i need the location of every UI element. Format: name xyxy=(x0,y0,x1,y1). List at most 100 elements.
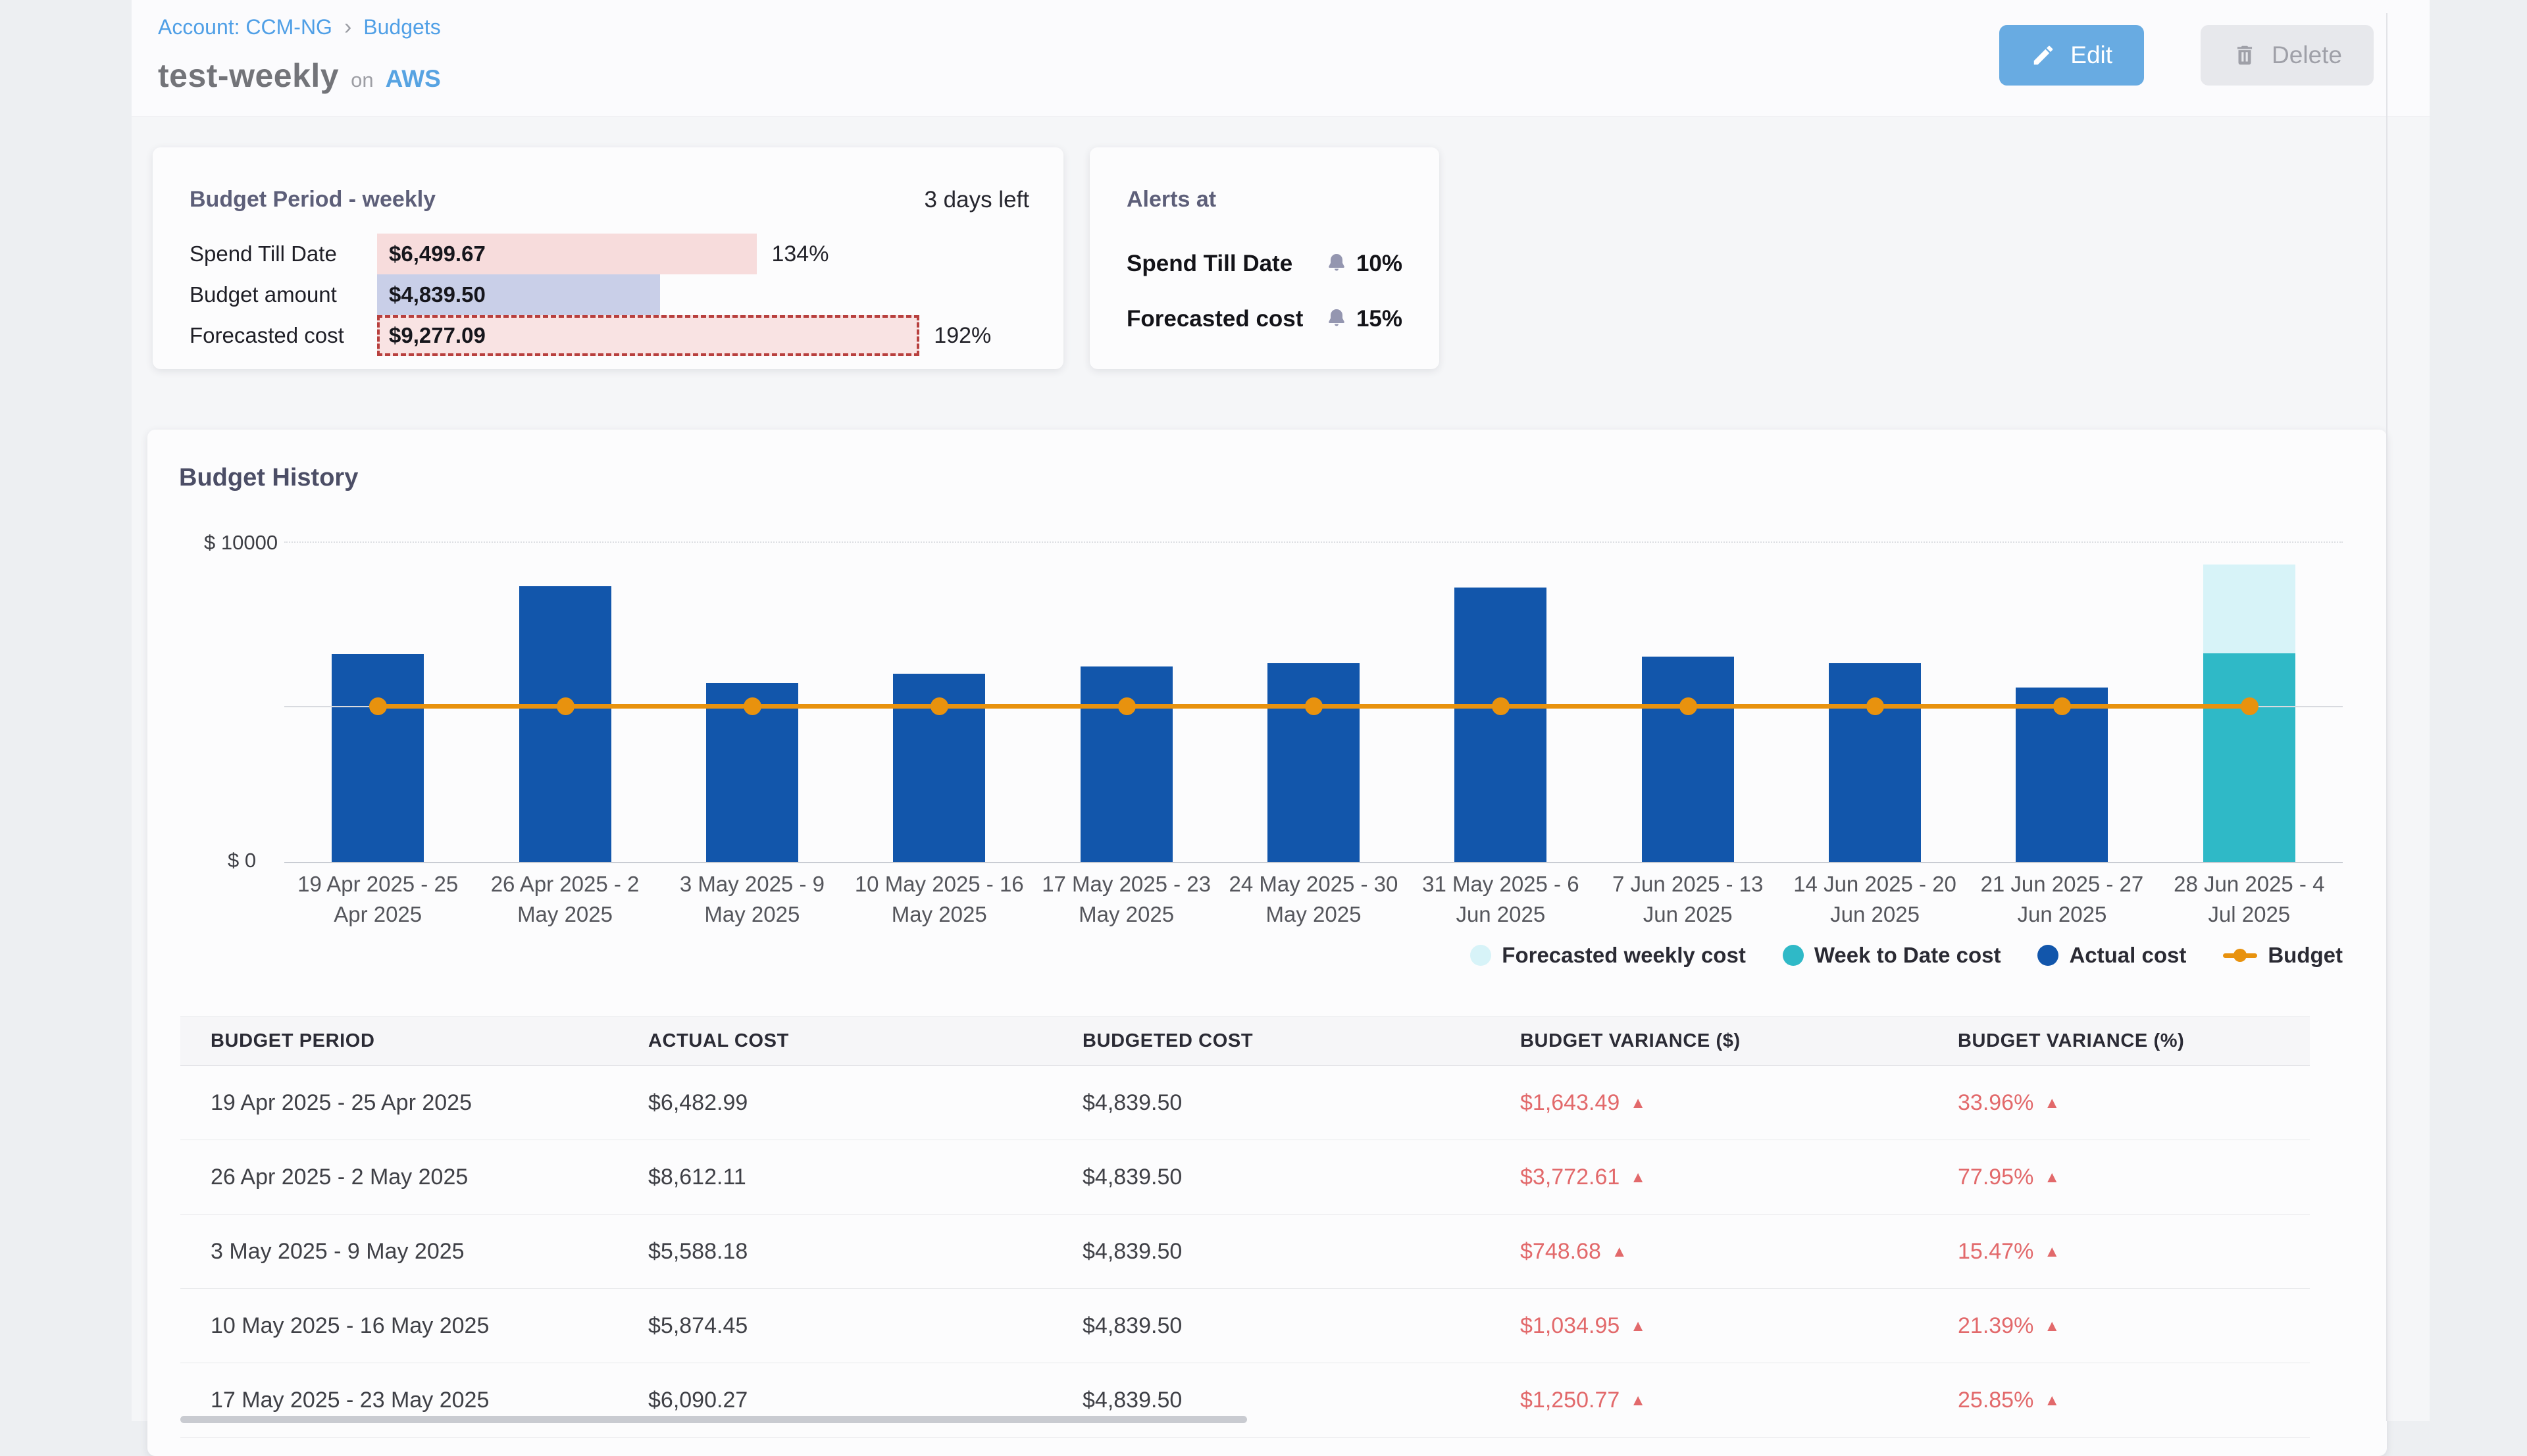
cell-variance-pct: 77.95% ▲ xyxy=(1958,1164,2060,1190)
breadcrumb-budgets-link[interactable]: Budgets xyxy=(363,15,441,39)
budget-point-4[interactable] xyxy=(1117,697,1136,716)
legend-item-budget[interactable]: Budget xyxy=(2223,943,2343,968)
budget-point-0[interactable] xyxy=(369,697,388,716)
x-axis-label-3: 10 May 2025 - 16 May 2025 xyxy=(854,872,1024,927)
cell-actual-cost: $5,588.18 xyxy=(648,1238,748,1264)
table-row-1[interactable]: 26 Apr 2025 - 2 May 2025 $8,612.11 $4,839.… xyxy=(180,1140,2310,1215)
variance-up-arrow-icon: ▲ xyxy=(1630,1317,1646,1335)
forecasted-weekly-bar-10[interactable] xyxy=(2203,565,2295,654)
edit-button[interactable]: Edit xyxy=(1999,25,2145,86)
content-right-divider xyxy=(2386,13,2387,1421)
mini-row-percent: 134% xyxy=(771,241,829,266)
mini-row-percent: 192% xyxy=(934,322,992,348)
actual-cost-bar-6[interactable] xyxy=(1454,588,1547,862)
content-area: Account: CCM-NG › Budgets test-weekly on… xyxy=(132,0,2430,1456)
cell-variance-usd: $1,250.77 ▲ xyxy=(1520,1387,1646,1413)
mini-row-bar: $6,499.67 xyxy=(377,234,757,274)
breadcrumb-account-link[interactable]: Account: CCM-NG xyxy=(158,15,332,39)
cell-variance-usd: $1,643.49 ▲ xyxy=(1520,1090,1646,1115)
budget-history-card: Budget History $ 10000 $ 0 19 Apr 2025 -… xyxy=(147,430,2387,1456)
variance-up-arrow-icon: ▲ xyxy=(2044,1168,2060,1186)
budget-point-9[interactable] xyxy=(2053,697,2072,716)
x-axis-label-0: 19 Apr 2025 - 25 Apr 2025 xyxy=(297,872,459,927)
mini-row-label: Budget amount xyxy=(190,282,337,307)
actual-cost-bar-9[interactable] xyxy=(2016,687,2108,862)
budget-point-7[interactable] xyxy=(1679,697,1697,716)
budget-point-6[interactable] xyxy=(1492,697,1510,716)
budget-period-card-title: Budget Period - weekly xyxy=(190,187,436,212)
alert-row-1: Forecasted cost 15% xyxy=(1127,306,1402,332)
actual-cost-bar-7[interactable] xyxy=(1641,657,1734,862)
bell-icon xyxy=(1329,309,1344,326)
x-axis-label-8: 14 Jun 2025 - 20 Jun 2025 xyxy=(1793,872,1956,927)
cell-budget-period: 10 May 2025 - 16 May 2025 xyxy=(211,1313,490,1338)
budget-point-8[interactable] xyxy=(1866,697,1885,716)
variance-up-arrow-icon: ▲ xyxy=(2044,1242,2060,1261)
variance-up-arrow-icon: ▲ xyxy=(1611,1242,1627,1261)
pencil-icon xyxy=(2034,45,2053,65)
x-axis-label-4: 17 May 2025 - 23 May 2025 xyxy=(1042,872,1212,927)
cell-budgeted-cost: $4,839.50 xyxy=(1083,1313,1183,1338)
trash-icon xyxy=(2237,45,2253,65)
table-header-row: BUDGET PERIOD ACTUAL COST BUDGETED COST BUD… xyxy=(180,1017,2310,1066)
column-header-2: BUDGETED COST xyxy=(1083,1030,1254,1051)
alert-rows: Spend Till Date 10% Forecasted cost 15% xyxy=(1127,251,1402,332)
page-header: Account: CCM-NG › Budgets test-weekly on… xyxy=(132,0,2430,117)
table-row-0[interactable]: 19 Apr 2025 - 25 Apr 2025 $6,482.99 $4,839… xyxy=(180,1066,2310,1140)
breadcrumb-separator-icon: › xyxy=(344,14,352,39)
cell-budgeted-cost: $4,839.50 xyxy=(1083,1090,1183,1115)
variance-up-arrow-icon: ▲ xyxy=(2044,1317,2060,1335)
column-header-1: ACTUAL COST xyxy=(648,1030,789,1051)
budget-name: test-weekly xyxy=(158,57,340,94)
budget-period-bars: Spend Till Date $6,499.67 134% Budget amoun… xyxy=(190,234,1027,356)
budget-history-title: Budget History xyxy=(179,464,359,491)
budget-point-10[interactable] xyxy=(2240,697,2259,716)
title-on-text: on xyxy=(351,68,374,91)
actual-cost-bar-8[interactable] xyxy=(1829,663,1922,862)
actual-cost-bar-1[interactable] xyxy=(519,586,611,862)
cell-budgeted-cost: $4,839.50 xyxy=(1083,1387,1183,1413)
legend-item-actual-cost[interactable]: Actual cost xyxy=(2037,943,2186,968)
budget-point-2[interactable] xyxy=(743,697,761,716)
legend-dot-marker xyxy=(1782,945,1804,966)
cell-actual-cost: $6,482.99 xyxy=(648,1090,748,1115)
legend-label: Forecasted weekly cost xyxy=(1502,943,1746,967)
actual-cost-bar-4[interactable] xyxy=(1080,666,1173,862)
variance-up-arrow-icon: ▲ xyxy=(1630,1168,1646,1186)
cell-variance-pct: 25.85% ▲ xyxy=(1958,1387,2060,1413)
cloud-provider-label: AWS xyxy=(385,65,441,92)
cell-variance-usd: $748.68 ▲ xyxy=(1520,1238,1627,1264)
page-title: test-weekly on AWS xyxy=(158,57,441,95)
budget-point-1[interactable] xyxy=(556,697,574,716)
legend-label: Budget xyxy=(2268,943,2343,967)
alert-threshold: 15% xyxy=(1356,306,1402,332)
week-to-date-bar-10[interactable] xyxy=(2203,653,2295,862)
budget-point-5[interactable] xyxy=(1305,697,1323,716)
legend-dot-marker xyxy=(2037,945,2059,966)
alerts-card-title: Alerts at xyxy=(1127,187,1217,212)
delete-button[interactable]: Delete xyxy=(2201,25,2374,86)
header-actions: Edit Delete xyxy=(1999,25,2374,86)
legend-item-forecasted-weekly-cost[interactable]: Forecasted weekly cost xyxy=(1470,943,1746,968)
table-row-2[interactable]: 3 May 2025 - 9 May 2025 $5,588.18 $4,839.5… xyxy=(180,1215,2310,1289)
cell-actual-cost: $8,612.11 xyxy=(648,1164,746,1190)
legend-dot-marker xyxy=(1470,945,1492,966)
legend-label: Week to Date cost xyxy=(1814,943,2001,967)
table-row-4[interactable]: 17 May 2025 - 23 May 2025 $6,090.27 $4,839… xyxy=(180,1363,2310,1438)
actual-cost-bar-0[interactable] xyxy=(332,654,424,862)
legend-item-week-to-date-cost[interactable]: Week to Date cost xyxy=(1782,943,2001,968)
horizontal-scrollbar-thumb[interactable] xyxy=(180,1416,1247,1423)
actual-cost-bar-5[interactable] xyxy=(1267,663,1360,862)
budget-history-table: BUDGET PERIOD ACTUAL COST BUDGETED COST BUD… xyxy=(180,1017,2310,1438)
table-row-3[interactable]: 10 May 2025 - 16 May 2025 $5,874.45 $4,839… xyxy=(180,1289,2310,1363)
budget-point-3[interactable] xyxy=(931,697,949,716)
column-header-3: BUDGET VARIANCE ($) xyxy=(1520,1030,1741,1051)
budget-period-card: Budget Period - weekly 3 days left Spend… xyxy=(153,147,1063,369)
variance-up-arrow-icon: ▲ xyxy=(1630,1391,1646,1409)
x-axis-label-1: 26 Apr 2025 - 2 May 2025 xyxy=(490,872,640,927)
variance-up-arrow-icon: ▲ xyxy=(1630,1093,1646,1112)
cell-variance-usd: $1,034.95 ▲ xyxy=(1520,1313,1646,1338)
column-header-0: BUDGET PERIOD xyxy=(211,1030,375,1051)
alert-label: Spend Till Date xyxy=(1127,251,1293,276)
cell-budgeted-cost: $4,839.50 xyxy=(1083,1238,1183,1264)
